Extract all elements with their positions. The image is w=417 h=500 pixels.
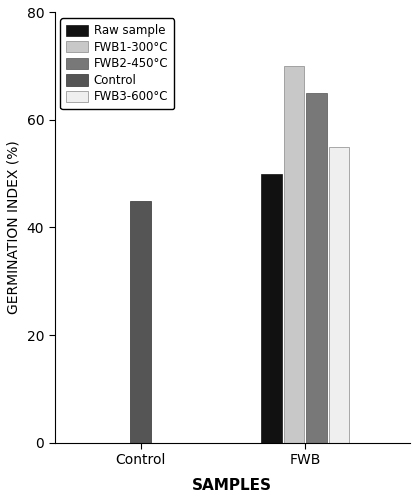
Bar [284, 66, 304, 442]
Bar [131, 200, 151, 442]
Bar [261, 174, 282, 442]
Bar [329, 147, 349, 442]
Legend: Raw sample, FWB1-300°C, FWB2-450°C, Control, FWB3-600°C: Raw sample, FWB1-300°C, FWB2-450°C, Cont… [60, 18, 174, 110]
X-axis label: SAMPLES: SAMPLES [192, 478, 272, 493]
Bar [306, 93, 327, 443]
Y-axis label: GERMINATION INDEX (%): GERMINATION INDEX (%) [7, 140, 21, 314]
